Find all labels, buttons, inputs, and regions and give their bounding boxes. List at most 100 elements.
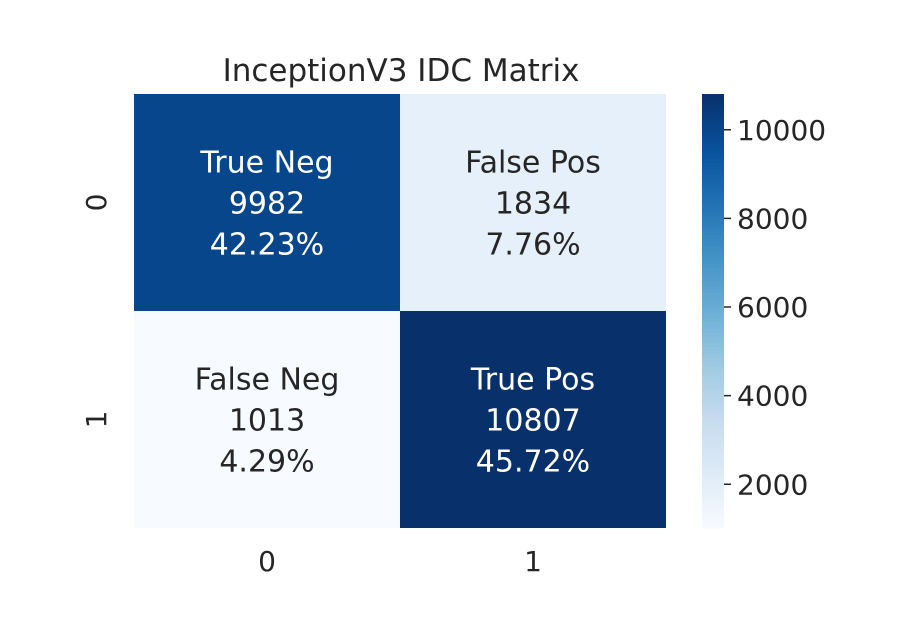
colorbar-segment: [702, 151, 724, 157]
colorbar-segment: [702, 155, 724, 160]
colorbar-segment: [702, 289, 724, 294]
colorbar-segment: [702, 517, 724, 522]
colorbar-segment: [702, 408, 724, 413]
colorbar-segment: [702, 444, 724, 450]
colorbar-segment: [702, 292, 724, 298]
colorbar-segment: [702, 224, 724, 229]
colorbar-segment: [702, 386, 724, 392]
cell-count: 1834: [495, 187, 571, 222]
colorbar-segment: [702, 209, 724, 214]
heatmap-cell: [400, 94, 666, 311]
colorbar-segment: [702, 235, 724, 240]
colorbar-tick-label: 2000: [737, 468, 808, 501]
chart-title: InceptionV3 IDC Matrix: [223, 53, 580, 89]
colorbar-segment: [702, 130, 724, 135]
colorbar-segment: [702, 285, 724, 290]
colorbar-segment: [702, 188, 724, 193]
colorbar-segment: [702, 278, 724, 283]
colorbar-segment: [702, 332, 724, 337]
colorbar-segment: [702, 133, 724, 138]
cell-count: 10807: [485, 404, 580, 439]
colorbar-segment: [702, 509, 724, 515]
colorbar-segment: [702, 358, 724, 363]
colorbar-segment: [702, 423, 724, 428]
colorbar-segment: [702, 198, 724, 204]
colorbar-segment: [702, 390, 724, 395]
cell-category-label: True Neg: [199, 146, 333, 181]
colorbar-segment: [702, 141, 724, 146]
cell-category-label: True Pos: [470, 363, 595, 398]
colorbar-segment: [702, 466, 724, 471]
colorbar-segment: [702, 462, 724, 468]
colorbar-segment: [702, 484, 724, 489]
colorbar-segment: [702, 455, 724, 460]
colorbar-segment: [702, 347, 724, 352]
colorbar-segment: [702, 329, 724, 334]
cell-percentage: 7.76%: [485, 228, 580, 263]
colorbar-segment: [702, 430, 724, 435]
colorbar-segment: [702, 249, 724, 254]
cell-count: 1013: [229, 404, 305, 439]
colorbar-segment: [702, 513, 724, 518]
colorbar-segment: [702, 520, 724, 525]
cell-percentage: 45.72%: [476, 445, 590, 480]
colorbar-segment: [702, 260, 724, 265]
colorbar-segment: [702, 354, 724, 359]
colorbar-segment: [702, 383, 724, 388]
colorbar-segment: [702, 231, 724, 236]
colorbar-segment: [702, 144, 724, 149]
colorbar-segment: [702, 184, 724, 189]
colorbar-segment: [702, 300, 724, 305]
colorbar-segment: [702, 195, 724, 200]
cell-percentage: 4.29%: [219, 445, 314, 480]
colorbar-segment: [702, 238, 724, 243]
colorbar-segment: [702, 448, 724, 453]
colorbar-segment: [702, 452, 724, 457]
colorbar-segment: [702, 336, 724, 341]
colorbar-segment: [702, 303, 724, 308]
colorbar-segment: [702, 126, 724, 131]
colorbar-segment: [702, 488, 724, 493]
colorbar-segment: [702, 108, 724, 113]
colorbar-segment: [702, 166, 724, 171]
colorbar-segment: [702, 506, 724, 511]
colorbar-segment: [702, 173, 724, 178]
x-tick-label: 1: [524, 545, 542, 578]
colorbar-segment: [702, 271, 724, 276]
colorbar-segment: [702, 213, 724, 218]
colorbar-segment: [702, 325, 724, 330]
colorbar-segment: [702, 339, 724, 345]
colorbar-segment: [702, 502, 724, 507]
colorbar-segment: [702, 148, 724, 153]
colorbar-segment: [702, 426, 724, 431]
colorbar-segment: [702, 524, 724, 529]
colorbar-segment: [702, 318, 724, 323]
colorbar: 2000 4000 6000 8000 10000: [702, 94, 826, 529]
cell-category-label: False Neg: [195, 363, 340, 398]
colorbar-segment: [702, 480, 724, 486]
colorbar-segment: [702, 263, 724, 269]
colorbar-segment: [702, 372, 724, 377]
colorbar-tick-label: 8000: [737, 202, 808, 235]
heatmap-cell: [134, 311, 400, 528]
colorbar-segment: [702, 253, 724, 258]
colorbar-segment: [702, 441, 724, 446]
colorbar-segment: [702, 397, 724, 403]
colorbar-segment: [702, 459, 724, 464]
colorbar-segment: [702, 122, 724, 128]
cell-count: 9982: [229, 187, 305, 222]
colorbar-segment: [702, 202, 724, 207]
colorbar-segment: [702, 376, 724, 381]
x-tick-label: 0: [258, 545, 276, 578]
colorbar-segment: [702, 473, 724, 478]
colorbar-segment: [702, 296, 724, 301]
colorbar-segment: [702, 227, 724, 233]
colorbar-segment: [702, 169, 724, 175]
colorbar-segment: [702, 267, 724, 272]
heatmap-cell: [134, 94, 400, 311]
colorbar-segment: [702, 394, 724, 399]
y-tick-label: 0: [80, 194, 113, 212]
colorbar-segment: [702, 343, 724, 348]
